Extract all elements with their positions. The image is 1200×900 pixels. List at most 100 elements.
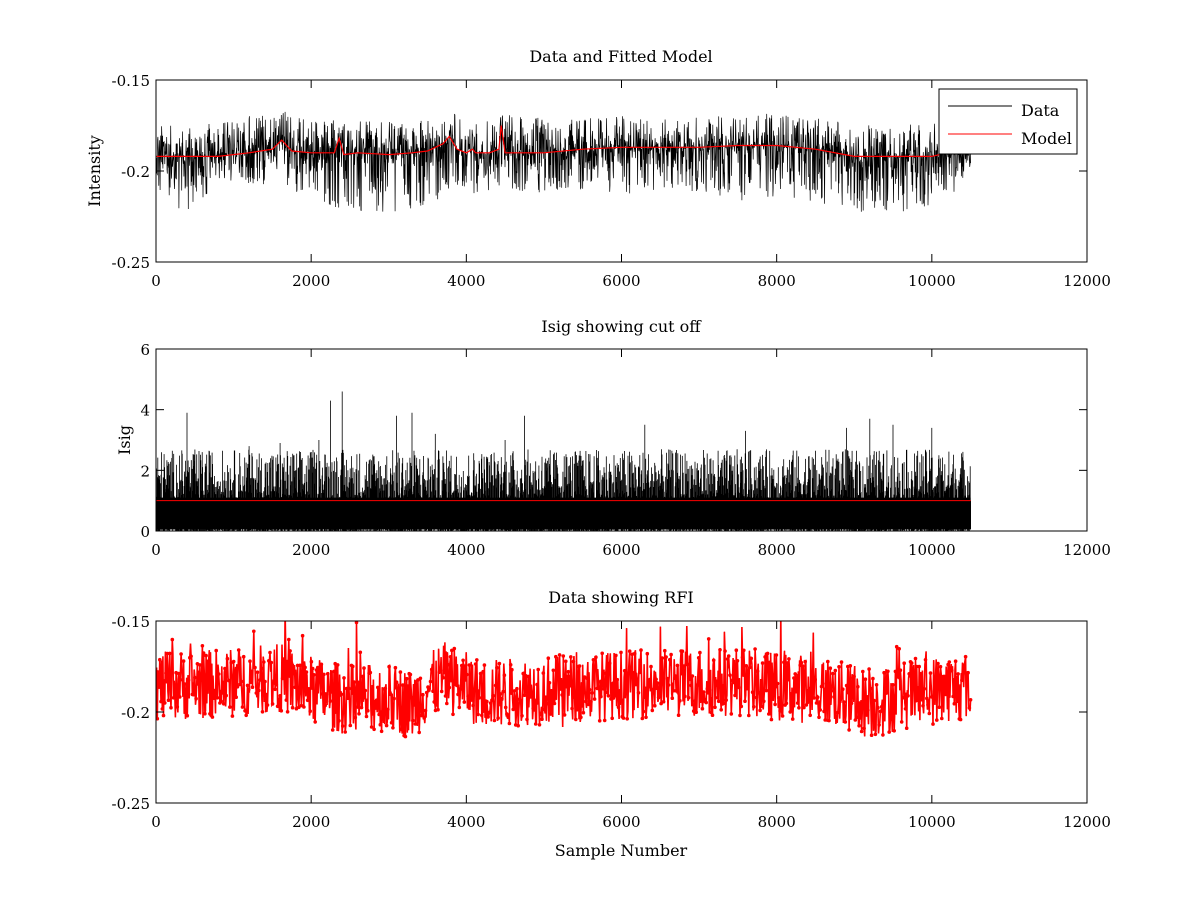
rfi-marker bbox=[346, 696, 350, 700]
rfi-marker bbox=[864, 713, 869, 717]
rfi-marker bbox=[621, 716, 626, 720]
rfi-marker bbox=[706, 637, 711, 641]
rfi-marker bbox=[493, 683, 498, 688]
rfi-marker bbox=[812, 696, 816, 700]
rfi-marker bbox=[729, 712, 734, 716]
rfi-marker bbox=[773, 702, 777, 707]
rfi-marker bbox=[452, 646, 457, 651]
rfi-marker bbox=[774, 653, 779, 657]
rfi-marker bbox=[758, 708, 762, 713]
rfi-marker bbox=[515, 686, 519, 691]
rfi-marker bbox=[651, 687, 656, 692]
rfi-marker bbox=[698, 650, 702, 655]
rfi-marker bbox=[926, 703, 930, 707]
rfi-marker bbox=[309, 659, 314, 664]
rfi-marker bbox=[833, 668, 838, 673]
rfi-marker bbox=[610, 716, 614, 721]
rfi-marker bbox=[848, 664, 853, 668]
rfi-marker bbox=[215, 696, 220, 700]
rfi-marker bbox=[779, 703, 784, 708]
rfi-marker bbox=[664, 655, 668, 659]
rfi-marker bbox=[640, 716, 645, 721]
rfi-marker bbox=[616, 705, 621, 709]
rfi-marker bbox=[196, 670, 201, 675]
rfi-marker bbox=[518, 698, 523, 703]
rfi-marker bbox=[262, 660, 266, 664]
rfi-marker bbox=[340, 724, 345, 728]
rfi-marker bbox=[809, 688, 814, 692]
rfi-marker bbox=[733, 693, 737, 698]
rfi-marker bbox=[468, 693, 473, 697]
rfi-marker bbox=[726, 654, 731, 658]
rfi-marker bbox=[938, 664, 943, 669]
rfi-marker bbox=[396, 692, 400, 697]
rfi-marker bbox=[592, 697, 597, 701]
rfi-marker bbox=[428, 679, 433, 684]
rfi-marker bbox=[284, 698, 289, 702]
rfi-marker bbox=[749, 656, 754, 661]
rfi-marker bbox=[775, 681, 780, 686]
rfi-marker bbox=[417, 730, 422, 735]
rfi-marker bbox=[431, 689, 435, 693]
rfi-marker bbox=[456, 692, 460, 697]
rfi-marker bbox=[928, 671, 933, 675]
rfi-marker bbox=[947, 660, 952, 664]
rfi-marker bbox=[594, 655, 598, 659]
rfi-marker bbox=[903, 707, 908, 711]
rfi-marker bbox=[541, 671, 546, 675]
panel-isig-cut-off: Isig showing cut off Isig 0 2000 4000 6000 8… bbox=[115, 317, 1111, 559]
rfi-marker bbox=[719, 708, 723, 712]
rfi-marker bbox=[181, 659, 186, 663]
rfi-marker bbox=[605, 690, 609, 695]
rfi-marker bbox=[595, 686, 599, 691]
rfi-marker bbox=[362, 666, 366, 670]
rfi-marker bbox=[481, 669, 485, 674]
rfi-marker bbox=[292, 671, 296, 676]
rfi-marker bbox=[748, 665, 752, 670]
rfi-marker bbox=[853, 718, 858, 722]
rfi-marker bbox=[636, 691, 641, 695]
rfi-marker bbox=[270, 702, 275, 706]
tick-group: 0 2000 4000 6000 8000 10000 12000 -0.15 -0.2 -0.2… bbox=[112, 613, 1111, 831]
y-tick-label: -0.25 bbox=[112, 254, 150, 272]
rfi-marker bbox=[439, 689, 444, 694]
rfi-marker bbox=[876, 705, 880, 710]
rfi-marker bbox=[544, 695, 548, 699]
rfi-marker bbox=[710, 713, 715, 717]
x-axis-label: Sample Number bbox=[555, 841, 688, 860]
rfi-marker bbox=[488, 701, 493, 705]
rfi-marker bbox=[275, 704, 280, 709]
rfi-marker bbox=[521, 671, 525, 676]
rfi-marker bbox=[377, 712, 381, 717]
rfi-marker bbox=[475, 658, 479, 662]
rfi-marker bbox=[787, 657, 791, 661]
rfi-marker bbox=[210, 715, 215, 719]
rfi-marker bbox=[273, 687, 277, 692]
x-tick-label: 10000 bbox=[908, 813, 956, 831]
rfi-marker bbox=[858, 716, 863, 720]
rfi-marker bbox=[641, 709, 646, 714]
rfi-marker bbox=[901, 695, 905, 700]
rfi-marker bbox=[230, 714, 235, 718]
rfi-marker bbox=[735, 659, 740, 663]
rfi-marker bbox=[308, 709, 313, 713]
chart-title: Data showing RFI bbox=[548, 588, 693, 607]
rfi-marker bbox=[839, 660, 844, 664]
rfi-marker bbox=[156, 716, 160, 721]
y-axis-label: Isig bbox=[115, 425, 134, 455]
rfi-marker bbox=[348, 723, 353, 728]
rfi-marker bbox=[363, 688, 368, 693]
rfi-marker bbox=[826, 659, 830, 664]
rfi-marker bbox=[507, 721, 512, 726]
rfi-marker bbox=[470, 698, 474, 702]
rfi-marker bbox=[231, 659, 236, 664]
rfi-marker bbox=[406, 684, 410, 688]
rfi-marker bbox=[498, 692, 503, 696]
rfi-marker bbox=[817, 715, 821, 720]
rfi-marker bbox=[443, 694, 448, 698]
rfi-marker bbox=[935, 718, 939, 722]
rfi-marker bbox=[780, 714, 785, 718]
rfi-marker bbox=[536, 667, 540, 672]
rfi-marker bbox=[250, 685, 255, 689]
rfi-marker bbox=[708, 688, 712, 692]
